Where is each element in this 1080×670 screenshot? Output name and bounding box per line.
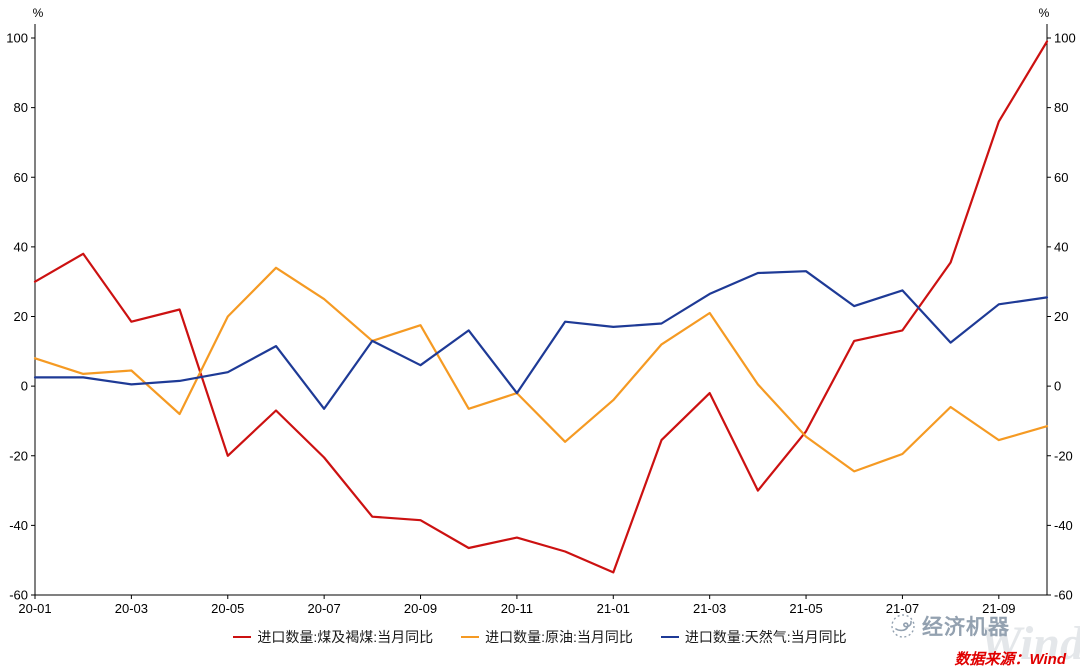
brand-name: 经济机器 [922,616,1010,639]
svg-text:20-05: 20-05 [211,601,244,616]
data-source-note: 数据来源：Wind [954,651,1066,668]
svg-text:100: 100 [6,31,28,46]
crude-oil-line-marker [461,635,480,639]
svg-text:-60: -60 [1054,588,1073,603]
svg-text:20-07: 20-07 [308,601,341,616]
svg-text:-40: -40 [9,518,28,533]
svg-text:20-01: 20-01 [18,601,51,616]
legend-item-crude-oil: 进口数量:原油:当月同比 [461,627,633,647]
svg-text:40: 40 [1054,239,1068,254]
svg-text:0: 0 [1054,379,1061,394]
svg-text:21-01: 21-01 [597,601,630,616]
svg-text:0: 0 [21,379,28,394]
svg-text:20-09: 20-09 [404,601,437,616]
svg-text:21-09: 21-09 [982,601,1015,616]
svg-text:-20: -20 [9,448,28,463]
chart-legend: 进口数量:煤及褐煤:当月同比 进口数量:原油:当月同比 进口数量:天然气:当月同… [0,627,1080,647]
svg-text:80: 80 [1054,100,1068,115]
svg-text:100: 100 [1054,31,1076,46]
svg-text:80: 80 [14,100,28,115]
legend-item-natural-gas: 进口数量:天然气:当月同比 [660,627,847,647]
svg-text:-40: -40 [1054,518,1073,533]
svg-text:21-05: 21-05 [789,601,822,616]
svg-text:20: 20 [1054,309,1068,324]
bird-logo-icon [891,614,915,638]
svg-text:-20: -20 [1054,448,1073,463]
svg-text:20: 20 [14,309,28,324]
coal-line-marker [233,635,252,639]
legend-label-coal: 进口数量:煤及褐煤:当月同比 [257,629,434,645]
wind-text-watermark: Wind [979,617,1080,670]
svg-text:21-03: 21-03 [693,601,726,616]
svg-text:20-03: 20-03 [115,601,148,616]
svg-text:-60: -60 [9,588,28,603]
legend-item-coal: 进口数量:煤及褐煤:当月同比 [233,627,433,647]
svg-text:60: 60 [14,170,28,185]
svg-text:%: % [33,6,44,20]
natural-gas-line-marker [660,635,679,639]
svg-text:60: 60 [1054,170,1068,185]
legend-label-crude-oil: 进口数量:原油:当月同比 [485,629,633,645]
svg-text:21-07: 21-07 [886,601,919,616]
legend-label-natural-gas: 进口数量:天然气:当月同比 [684,629,847,645]
svg-text:40: 40 [14,239,28,254]
svg-text:%: % [1039,6,1050,20]
brand-watermark: 经济机器 [890,611,1010,641]
svg-text:20-11: 20-11 [501,601,533,616]
